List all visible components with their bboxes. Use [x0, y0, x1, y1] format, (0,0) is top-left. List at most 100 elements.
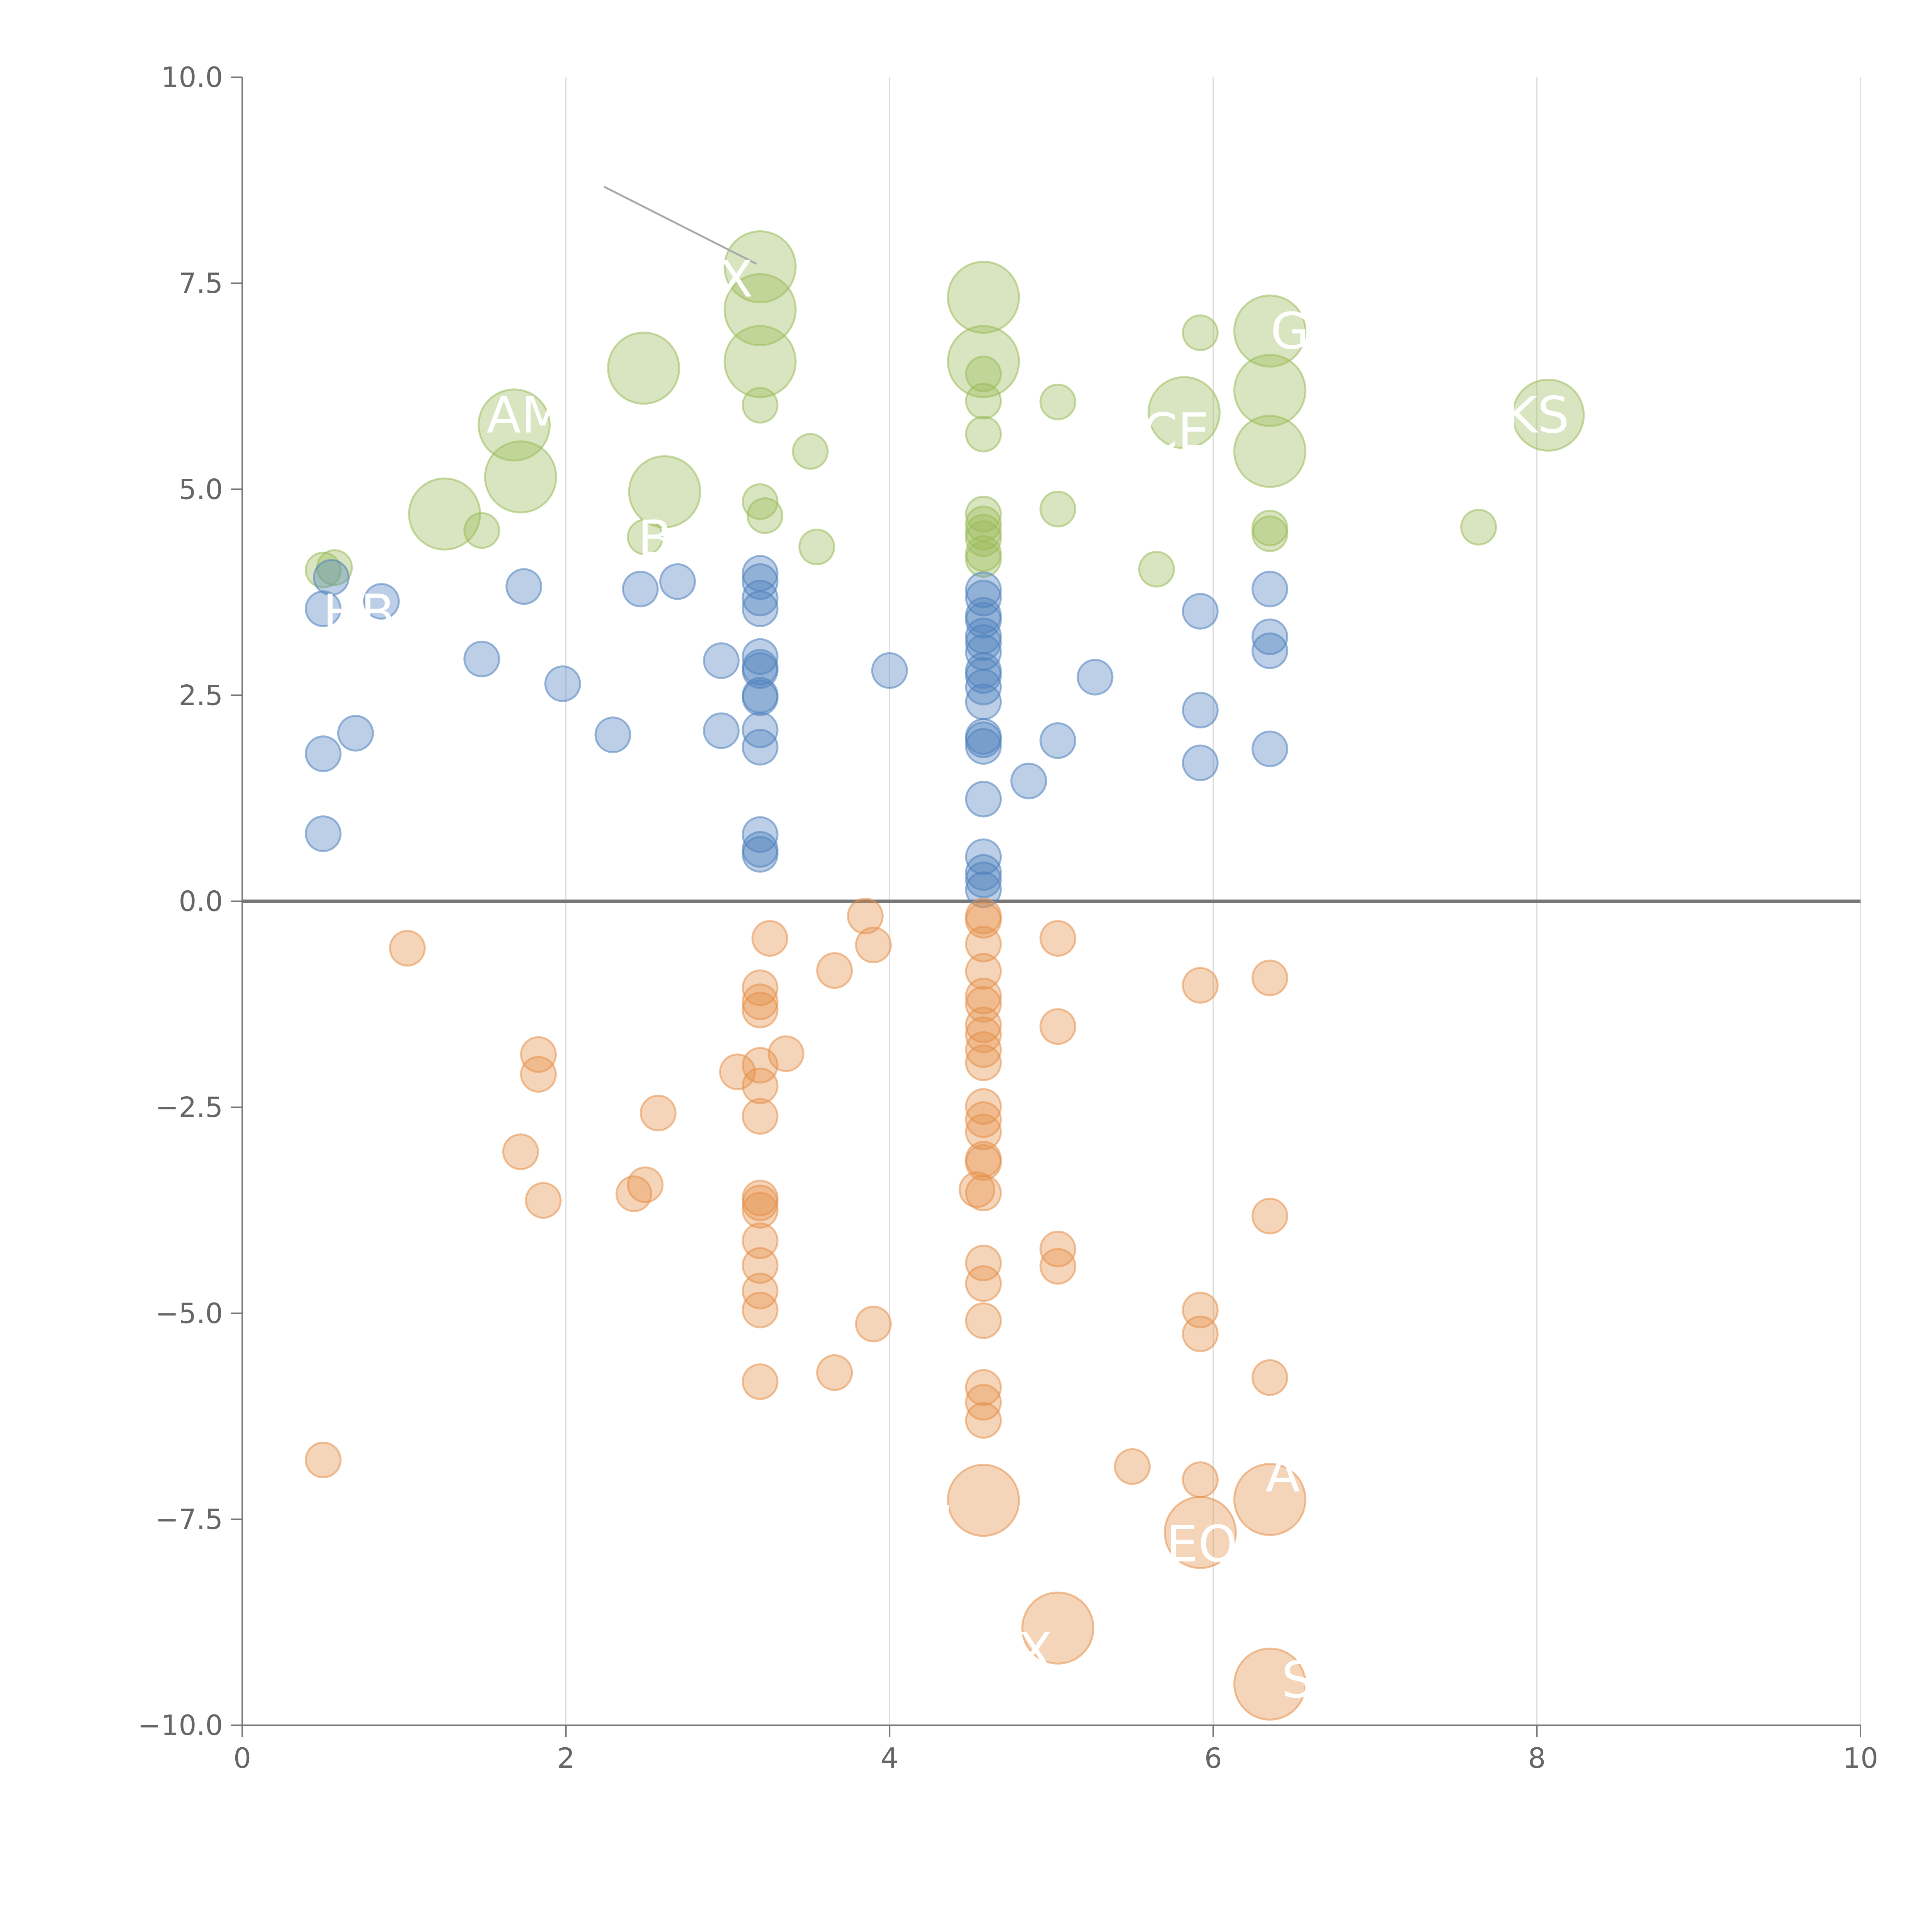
data-point	[965, 355, 1002, 393]
annotation-leader-line	[603, 185, 757, 265]
data-point	[1182, 314, 1219, 351]
data-point	[463, 641, 500, 678]
data-point	[520, 1056, 557, 1093]
data-point	[965, 861, 1002, 898]
data-point	[871, 652, 908, 689]
data-point	[742, 1291, 779, 1328]
point-annotations: X AM GI CE KS B HB S EQ X S A	[323, 185, 1570, 1709]
data-point	[767, 1035, 804, 1072]
data-point	[947, 325, 1020, 398]
data-point	[1182, 1315, 1219, 1352]
data-point	[1039, 722, 1077, 759]
data-point	[1251, 618, 1288, 655]
data-point	[304, 815, 342, 852]
data-point	[1182, 1461, 1219, 1498]
point-annotation-label: A	[1265, 1445, 1300, 1503]
point-annotation-label: X	[719, 250, 753, 308]
data-point	[1039, 920, 1077, 957]
data-point	[965, 1044, 1002, 1081]
data-point	[1010, 762, 1047, 799]
data-point	[965, 1369, 1002, 1406]
data-point	[965, 683, 1002, 720]
data-point	[742, 992, 779, 1029]
data-point	[502, 1133, 539, 1170]
point-annotation-label: S	[922, 1494, 954, 1553]
data-point	[965, 986, 1002, 1023]
data-point	[742, 483, 779, 520]
data-point	[484, 440, 557, 514]
x-tick-label: 2	[557, 1742, 575, 1774]
data-point	[742, 969, 779, 1006]
data-point	[965, 978, 1002, 1015]
data-point	[742, 638, 779, 675]
data-point	[965, 1302, 1002, 1339]
data-point	[719, 1053, 756, 1090]
data-point	[742, 1098, 779, 1135]
data-point	[1077, 658, 1114, 696]
data-point	[965, 571, 1002, 608]
data-point	[723, 230, 797, 303]
data-point	[1251, 570, 1288, 607]
data-point	[544, 665, 581, 702]
data-point	[965, 1101, 1002, 1138]
point-annotation-label: AM	[486, 386, 564, 444]
data-point	[958, 1171, 995, 1208]
data-point	[747, 497, 784, 534]
data-point	[742, 1363, 779, 1400]
x-tick-label: 6	[1204, 1742, 1222, 1774]
data-point	[639, 1095, 677, 1132]
data-point	[742, 590, 779, 627]
point-annotation-label: HB	[323, 583, 395, 642]
data-point	[1114, 1448, 1151, 1485]
data-point	[463, 512, 500, 549]
data-point	[965, 624, 1002, 661]
data-point	[607, 332, 680, 405]
data-point	[1251, 1197, 1288, 1235]
data-point	[847, 898, 884, 935]
data-point	[1182, 692, 1219, 729]
x-tick-label: 4	[881, 1742, 898, 1774]
point-annotation-label: KS	[1505, 386, 1570, 444]
data-point	[965, 1144, 1002, 1181]
y-tick-label: −5.0	[155, 1297, 223, 1330]
x-tick-label: 10	[1843, 1742, 1878, 1774]
data-point	[1512, 378, 1585, 452]
data-point	[628, 455, 701, 529]
data-point	[703, 642, 740, 679]
data-point	[1251, 959, 1288, 997]
point-annotation-label: X	[1018, 1622, 1053, 1680]
y-tick-label: 5.0	[179, 473, 223, 505]
data-point	[1251, 730, 1288, 767]
data-point	[627, 1166, 664, 1203]
y-tick-label: −2.5	[155, 1091, 223, 1124]
data-point	[965, 520, 1002, 557]
data-point	[1039, 383, 1077, 420]
y-tick-label: −7.5	[155, 1503, 223, 1536]
axes: 10.0 7.5 5.0 2.5 0.0 −2.5 −5.0 −7.5 −10.0 0 2 4 6 8 10	[138, 61, 1878, 1774]
x-tick-label: 0	[233, 1742, 251, 1774]
y-tick-label: 7.5	[179, 267, 223, 299]
data-point	[1251, 632, 1288, 669]
data-point	[742, 729, 779, 766]
data-point	[1233, 415, 1306, 488]
data-point	[1233, 1463, 1306, 1536]
data-point	[965, 383, 1002, 420]
data-point	[965, 1265, 1002, 1302]
data-point	[659, 563, 696, 600]
data-point	[792, 433, 829, 470]
data-point	[1182, 967, 1219, 1004]
y-tick-label: 10.0	[161, 61, 223, 94]
data-point	[965, 728, 1002, 765]
data-point	[1163, 1496, 1237, 1569]
data-point	[965, 925, 1002, 963]
data-point	[703, 712, 740, 749]
data-point	[505, 568, 543, 605]
data-point	[304, 1441, 342, 1478]
data-point	[337, 714, 374, 752]
data-point	[1460, 509, 1497, 546]
data-point	[723, 273, 797, 346]
data-point	[965, 1031, 1002, 1068]
data-point	[1233, 294, 1306, 368]
data-point	[304, 590, 342, 627]
